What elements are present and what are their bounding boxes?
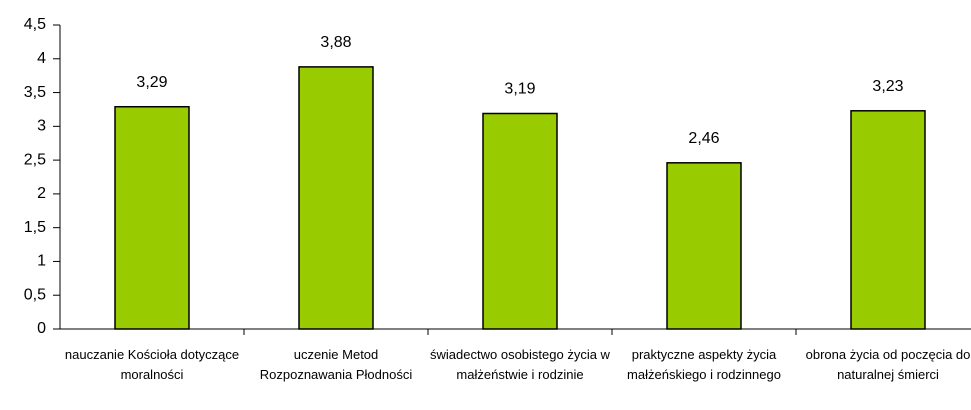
x-tick-label: praktyczne aspekty życia małżeńskiego i … bbox=[627, 347, 781, 382]
bar bbox=[114, 105, 190, 330]
y-tick-label: 1,5 bbox=[24, 219, 46, 236]
y-tick-label: 2,5 bbox=[24, 151, 46, 168]
y-tick-label: 1 bbox=[37, 253, 46, 270]
y-tick-label: 0 bbox=[37, 320, 46, 337]
data-label: 3,23 bbox=[872, 78, 903, 95]
bar bbox=[850, 110, 926, 330]
y-tick-label: 4,5 bbox=[24, 16, 46, 33]
x-tick-label: uczenie Metod Rozpoznawania Płodności bbox=[259, 347, 413, 382]
bar bbox=[298, 66, 374, 330]
bar bbox=[482, 112, 558, 330]
data-label: 3,29 bbox=[136, 74, 167, 91]
x-tick-label: świadectwo osobistego życia w małżeństwi… bbox=[430, 347, 610, 382]
data-label: 3,19 bbox=[504, 81, 535, 98]
y-tick-label: 3,5 bbox=[24, 84, 46, 101]
data-label: 3,88 bbox=[320, 34, 351, 51]
y-tick-label: 4 bbox=[37, 50, 46, 67]
x-tick-label: obrona życia od poczęcia do naturalnej ś… bbox=[805, 347, 971, 382]
y-tick-label: 3 bbox=[37, 118, 46, 135]
x-tick-label: nauczanie Kościoła dotyczące moralności bbox=[64, 347, 240, 382]
y-tick-label: 0,5 bbox=[24, 286, 46, 303]
y-tick-label: 2 bbox=[37, 185, 46, 202]
bar bbox=[666, 162, 742, 330]
data-label: 2,46 bbox=[688, 130, 719, 147]
